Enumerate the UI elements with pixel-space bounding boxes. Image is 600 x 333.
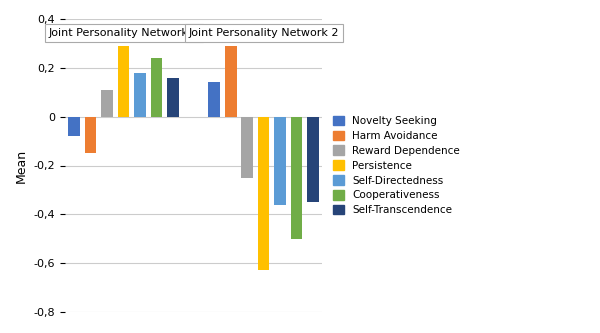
Bar [134,73,146,117]
Bar [101,90,113,117]
Bar [225,46,236,117]
Bar [151,58,163,117]
Legend: Novelty Seeking, Harm Avoidance, Reward Dependence, Persistence, Self-Directedne: Novelty Seeking, Harm Avoidance, Reward … [330,113,463,218]
Text: Joint Personality Network 1: Joint Personality Network 1 [49,28,199,38]
Bar [68,117,80,136]
Bar [118,46,130,117]
Bar [307,117,319,202]
Y-axis label: Mean: Mean [15,149,28,182]
Bar [85,117,97,153]
Bar [274,117,286,204]
Bar [167,78,179,117]
Text: Joint Personality Network 2: Joint Personality Network 2 [188,28,339,38]
Bar [291,117,302,239]
Bar [258,117,269,270]
Bar [208,83,220,117]
Bar [241,117,253,178]
